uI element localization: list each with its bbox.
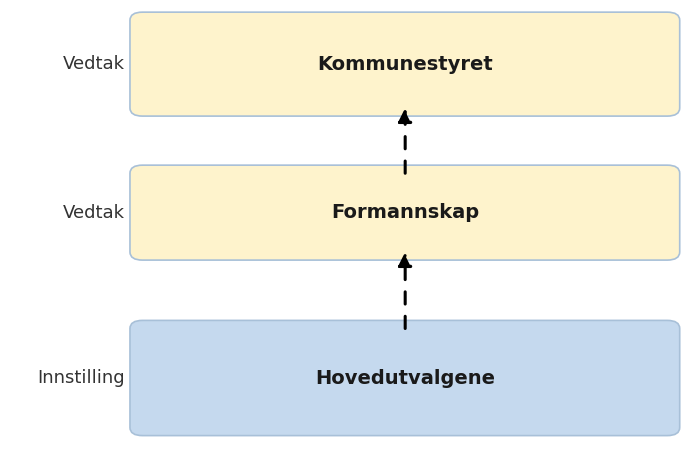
Text: Formannskap: Formannskap [331,203,479,222]
FancyBboxPatch shape [130,165,680,260]
Text: Hovedutvalgene: Hovedutvalgene [315,369,495,387]
FancyBboxPatch shape [130,320,680,436]
Text: Vedtak: Vedtak [63,203,125,222]
FancyBboxPatch shape [130,12,680,116]
Text: Innstilling: Innstilling [38,369,125,387]
Text: Kommunestyret: Kommunestyret [317,54,493,74]
Text: Vedtak: Vedtak [63,55,125,73]
